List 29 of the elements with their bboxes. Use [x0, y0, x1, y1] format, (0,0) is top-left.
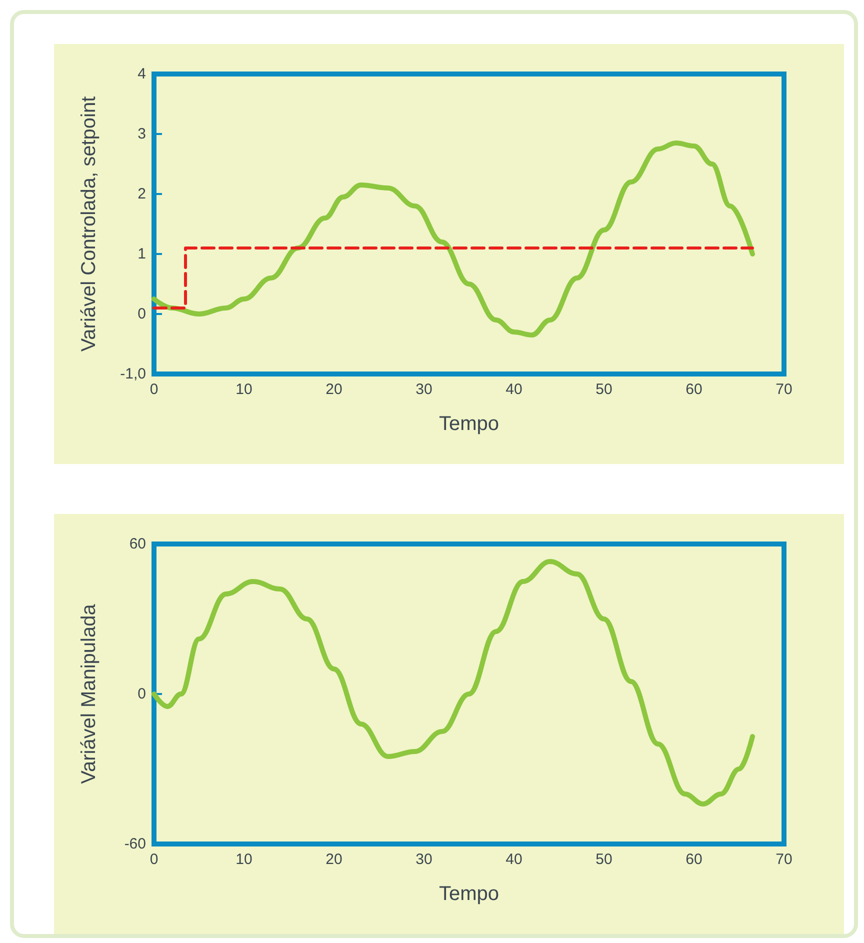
y-tick-label: 3	[138, 126, 146, 142]
y-tick-label: 4	[138, 66, 146, 82]
x-tick-label: 0	[150, 381, 158, 398]
y-tick-label: 2	[138, 186, 146, 202]
x-tick-label: 60	[686, 851, 702, 868]
y-tick-label: 60	[129, 536, 146, 552]
x-tick-label: 0	[150, 851, 158, 868]
x-tick-label: 20	[326, 381, 342, 398]
y-tick-label: -1,0	[120, 366, 146, 382]
y-tick-label: 0	[138, 686, 146, 702]
y-tick-label: 1	[138, 246, 146, 262]
x-tick-label: 40	[506, 851, 522, 868]
y-axis-title: Variável Manipulada	[78, 603, 100, 784]
x-tick-label: 50	[596, 381, 612, 398]
x-tick-label: 50	[596, 851, 612, 868]
x-tick-label: 40	[506, 381, 522, 398]
x-tick-label: 20	[326, 851, 342, 868]
x-tick-label: 70	[776, 381, 792, 398]
y-tick-label: -60	[124, 836, 146, 852]
x-tick-label: 10	[236, 851, 252, 868]
x-axis-title: Tempo	[438, 413, 500, 435]
x-tick-label: 30	[416, 851, 432, 868]
x-tick-label: 10	[236, 381, 252, 398]
y-tick-label: 0	[138, 306, 146, 322]
x-tick-label: 60	[686, 381, 702, 398]
y-axis-title: Variável Controlada, setpoint	[78, 96, 100, 352]
x-tick-label: 70	[776, 851, 792, 868]
x-tick-label: 30	[416, 381, 432, 398]
x-axis-title: Tempo	[438, 883, 500, 905]
